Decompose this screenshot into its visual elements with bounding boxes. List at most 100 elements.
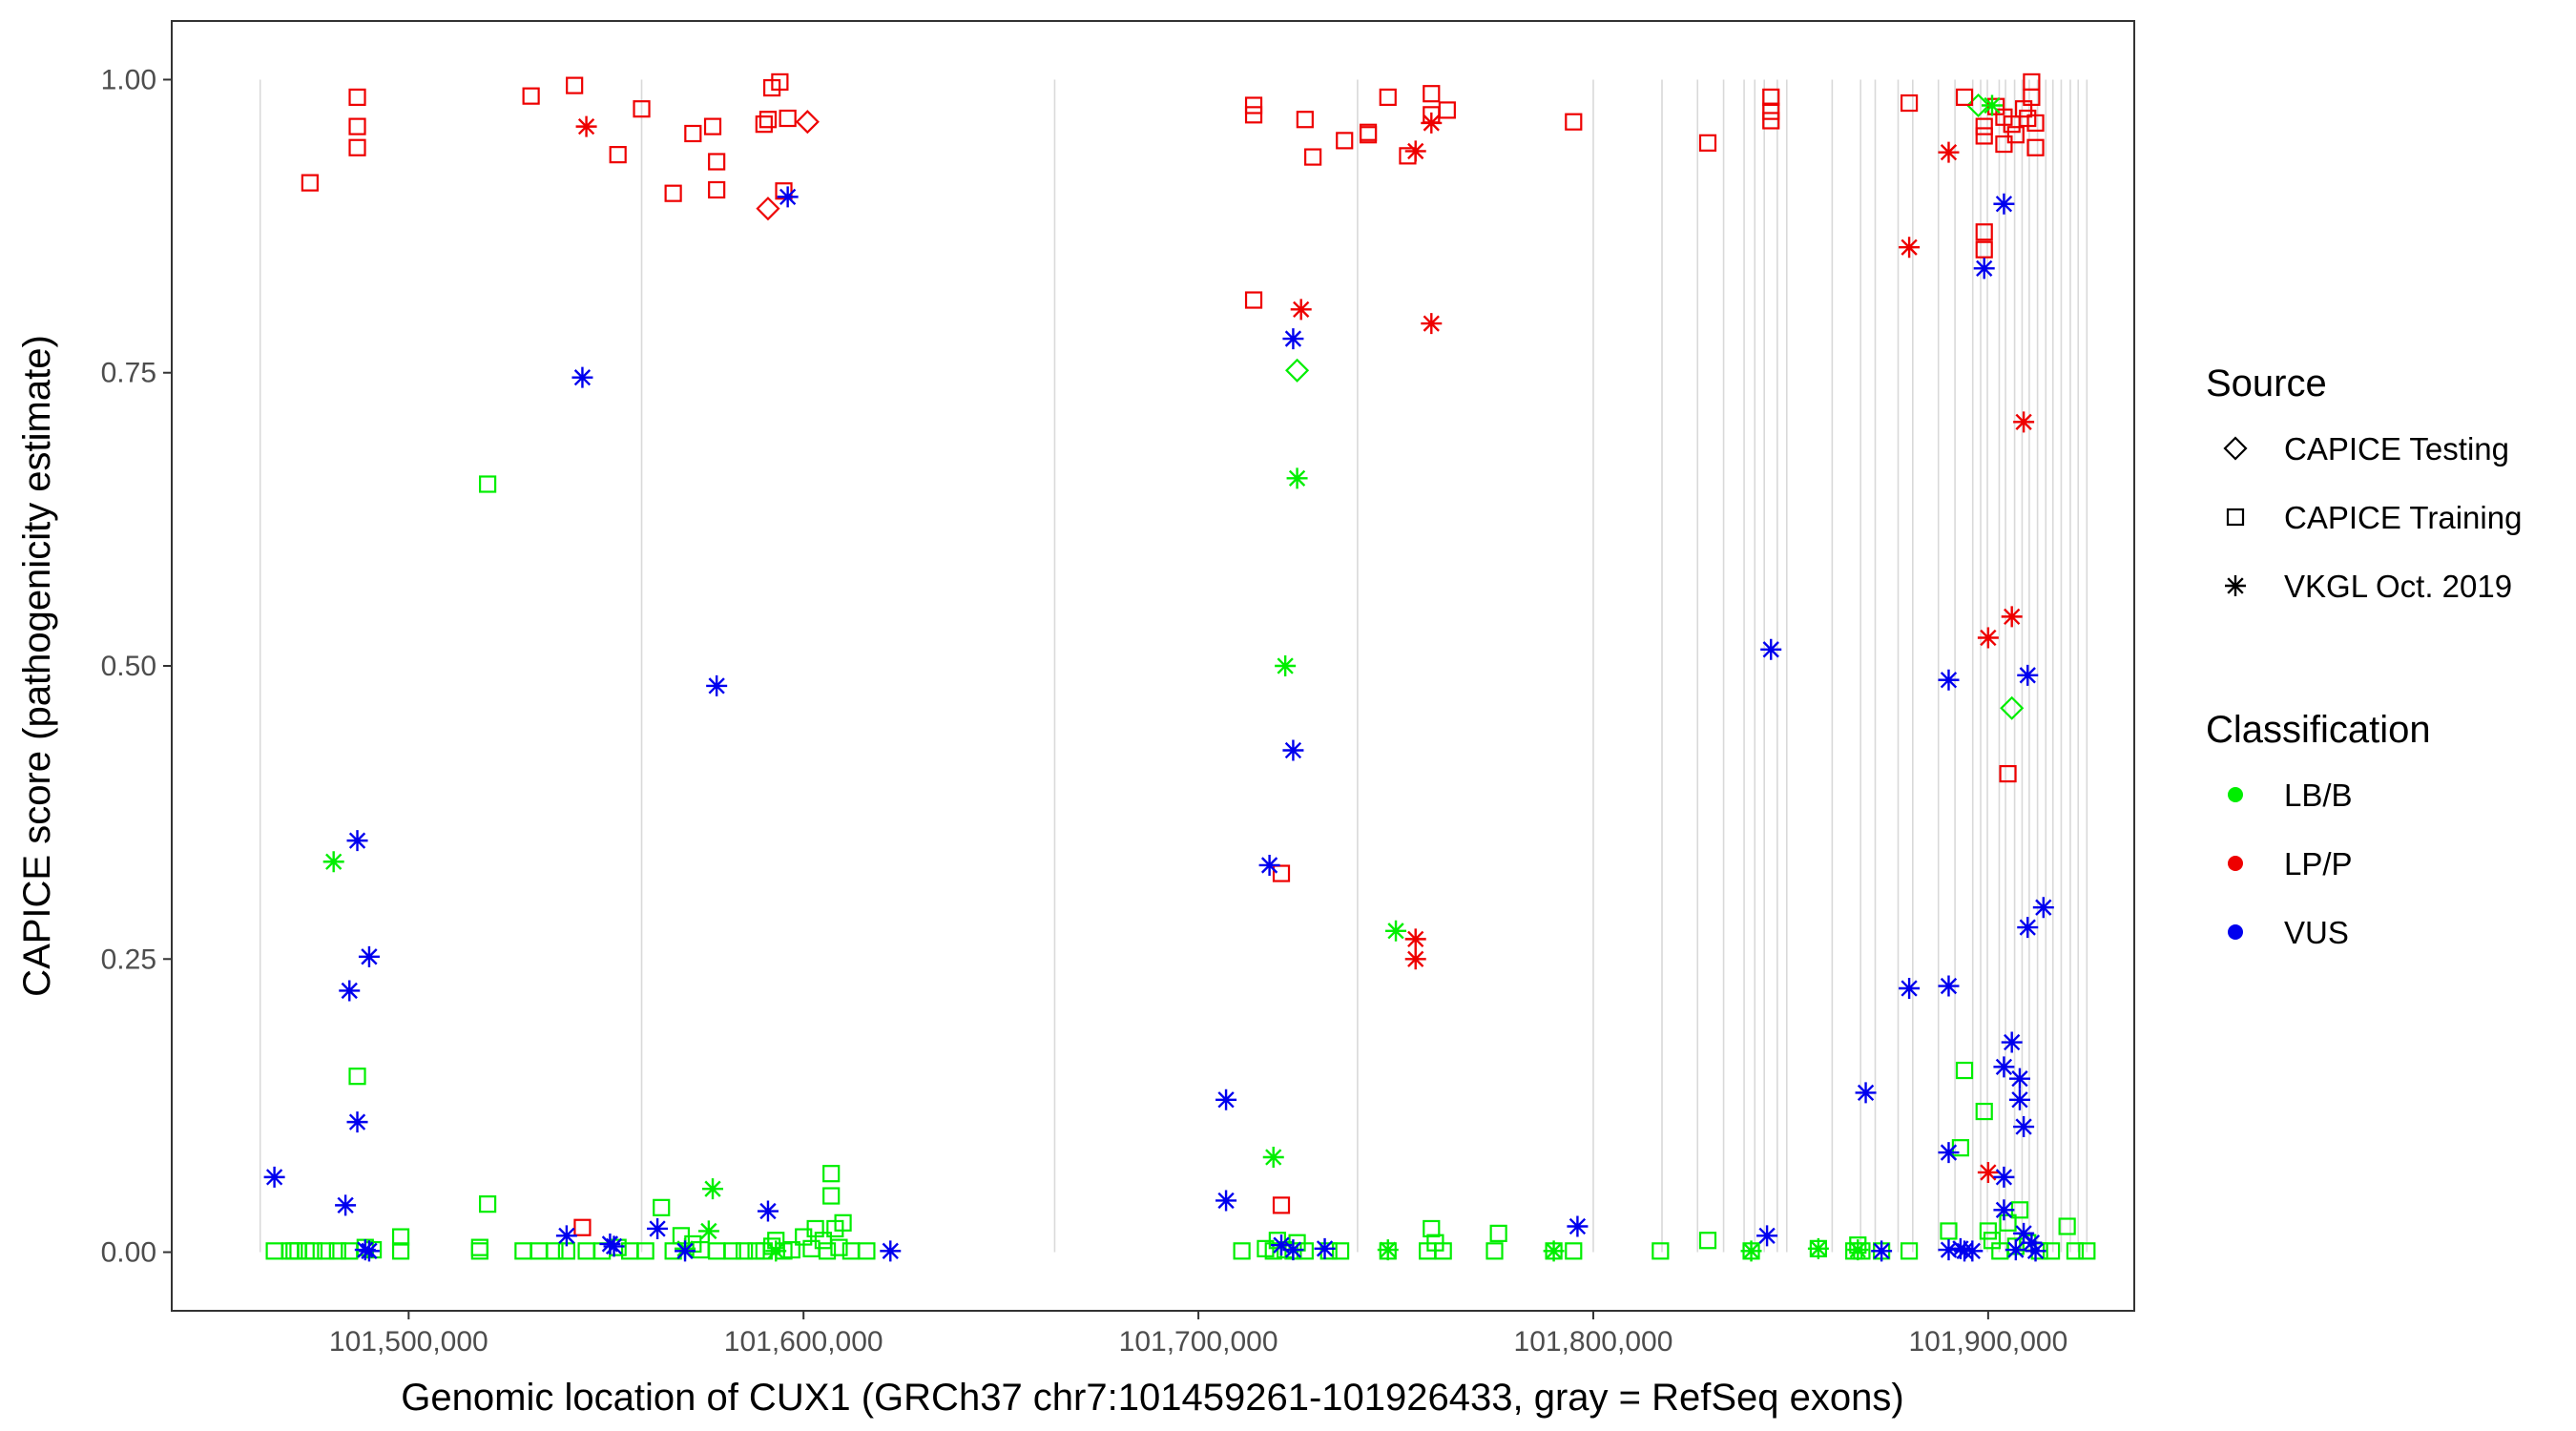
star-marker — [880, 1240, 902, 1262]
square-marker — [1296, 111, 1314, 129]
square-marker — [1762, 88, 1780, 106]
square-marker — [1244, 106, 1263, 124]
square-marker — [834, 1213, 852, 1232]
star-marker — [1977, 627, 1999, 649]
star-marker — [571, 366, 593, 388]
star-marker — [1404, 140, 1426, 162]
square-marker — [1244, 291, 1263, 309]
star-marker — [335, 1194, 357, 1216]
square-marker — [633, 100, 651, 118]
x-axis-title: Genomic location of CUX1 (GRCh37 chr7:10… — [401, 1377, 1903, 1419]
square-marker — [1975, 223, 1993, 241]
square-marker — [1853, 1242, 1871, 1260]
series-vkgl-oct-2019-lbb — [322, 94, 2003, 1262]
square-marker — [822, 1165, 841, 1183]
star-marker — [1760, 638, 1782, 660]
square-marker — [1565, 113, 1583, 131]
square-marker — [1485, 1242, 1504, 1260]
star-marker — [2013, 1222, 2035, 1244]
star-marker — [1286, 467, 1308, 489]
square-marker — [470, 1238, 488, 1256]
lbb-color-dot — [2228, 787, 2243, 802]
star-marker — [1938, 975, 1960, 997]
star-marker — [2008, 1089, 2030, 1110]
square-marker — [1272, 1196, 1291, 1214]
star-marker — [2013, 1116, 2035, 1138]
square-marker — [1331, 1242, 1350, 1260]
star-marker — [1973, 258, 1995, 280]
star-marker — [702, 1178, 724, 1200]
star-marker — [1938, 1142, 1960, 1164]
square-marker — [1652, 1242, 1670, 1260]
square-marker — [2023, 88, 2041, 106]
square-marker — [522, 87, 540, 105]
star-marker — [603, 1235, 625, 1257]
square-marker — [1979, 1222, 1997, 1240]
square-marker — [348, 88, 366, 106]
square-marker — [546, 1242, 564, 1260]
square-marker — [1995, 135, 2013, 154]
x-tick-label: 101,500,000 — [329, 1326, 488, 1358]
square-marker — [1423, 85, 1441, 103]
square-marker — [348, 117, 366, 135]
y-tick-label: 0.75 — [101, 358, 156, 389]
square-marker — [779, 109, 797, 128]
square-marker — [636, 1242, 654, 1260]
y-tick-label: 0.00 — [101, 1237, 156, 1269]
square-marker — [479, 1195, 497, 1213]
legend-classification-title: Classification — [2206, 709, 2431, 751]
legend: Source CAPICE Testing CAPICE Training VK… — [2206, 363, 2522, 950]
diamond-icon — [2223, 436, 2248, 461]
star-marker — [1847, 1239, 1869, 1261]
square-marker — [1304, 148, 1322, 166]
square-marker — [391, 1242, 410, 1260]
star-marker — [346, 1111, 368, 1133]
star-marker — [1993, 193, 2015, 215]
star-marker — [263, 1166, 285, 1188]
square-marker — [2026, 138, 2045, 156]
star-marker — [1993, 1166, 2015, 1188]
star-marker — [1262, 1146, 1284, 1168]
star-marker — [346, 830, 368, 852]
star-marker — [1404, 948, 1426, 970]
star-marker — [1282, 1239, 1304, 1261]
star-marker — [1938, 1239, 1960, 1261]
square-marker — [858, 1242, 876, 1260]
legend-class-lbb: LB/B — [2228, 778, 2353, 813]
y-tick-label: 0.50 — [101, 651, 156, 682]
square-marker — [653, 1198, 671, 1216]
square-marker — [1762, 112, 1780, 130]
legend-label-vkgl: VKGL Oct. 2019 — [2284, 569, 2512, 604]
star-marker — [1385, 920, 1407, 942]
diamond-marker — [1285, 358, 1310, 383]
square-marker — [1698, 1232, 1717, 1250]
legend-class-vus: VUS — [2228, 915, 2349, 950]
square-marker — [1900, 1242, 1919, 1260]
star-marker — [555, 1225, 577, 1247]
star-marker — [354, 1239, 376, 1261]
star-marker — [1377, 1239, 1399, 1261]
square-marker — [2066, 1242, 2085, 1260]
square-marker — [301, 174, 319, 192]
square-marker — [1438, 101, 1456, 119]
legend-label-lbb: LB/B — [2284, 778, 2353, 813]
star-marker — [2021, 1232, 2043, 1254]
square-marker — [1296, 1242, 1314, 1260]
data-points — [263, 73, 2096, 1262]
star-marker — [2008, 1068, 2030, 1089]
square-marker — [1565, 1242, 1583, 1260]
y-axis-title: CAPICE score (pathogenicity estimate) — [16, 335, 58, 997]
star-marker — [1404, 928, 1426, 950]
star-marker — [2001, 1031, 2023, 1053]
square-marker — [2006, 126, 2025, 144]
star-marker — [1899, 237, 1921, 259]
y-axis: 0.00 0.25 0.50 0.75 1.00 — [101, 64, 172, 1269]
y-tick-label: 0.25 — [101, 944, 156, 975]
vus-color-dot — [2228, 924, 2243, 940]
star-marker — [706, 674, 728, 696]
legend-source-title: Source — [2206, 363, 2327, 404]
star-marker — [1275, 655, 1297, 676]
square-marker — [822, 1187, 841, 1205]
